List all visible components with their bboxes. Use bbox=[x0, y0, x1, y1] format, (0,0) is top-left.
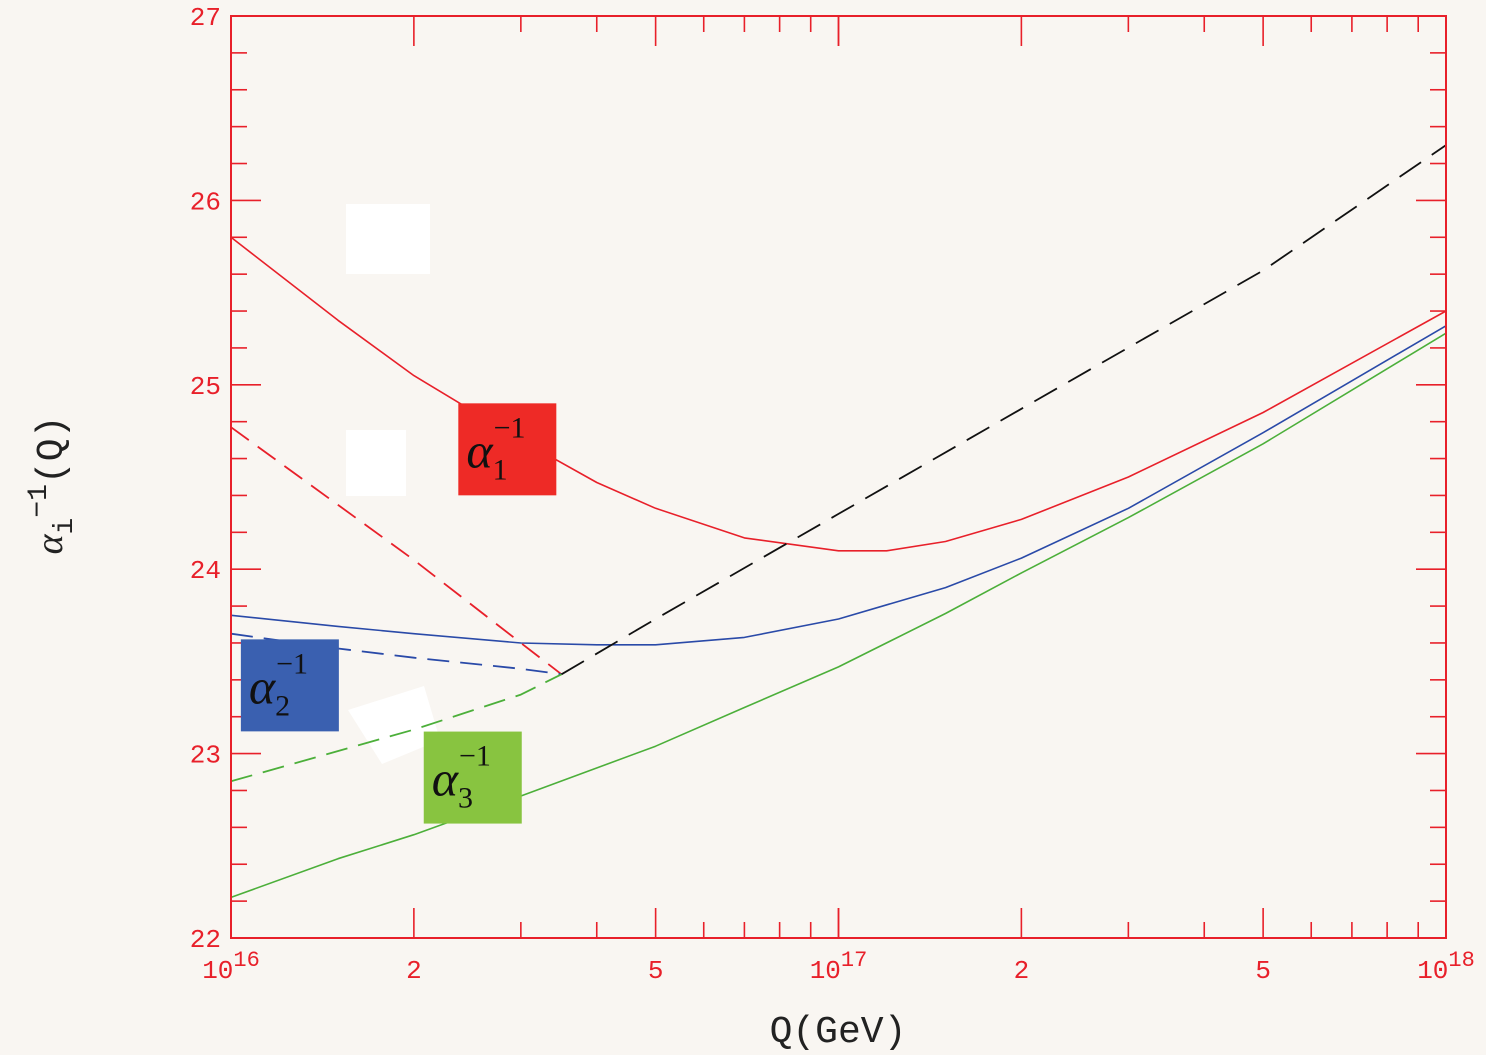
alpha3-box-bg bbox=[423, 731, 522, 824]
series-alpha3 bbox=[230, 332, 1447, 899]
y-tick-label: 25 bbox=[190, 372, 221, 402]
series-unified-dashed bbox=[561, 144, 1447, 676]
x-tick-label: 2 bbox=[1014, 956, 1030, 986]
series-alpha3-dashed bbox=[230, 673, 562, 783]
alpha2-box-bg bbox=[240, 639, 339, 732]
blank-patch bbox=[348, 686, 440, 764]
x-tick-label: 1016 bbox=[202, 948, 260, 986]
x-tick-label: 2 bbox=[406, 956, 422, 986]
blank-patch bbox=[346, 204, 430, 274]
series-alpha1 bbox=[230, 236, 1447, 552]
y-axis-title: αi−1(Q) bbox=[24, 416, 81, 555]
y-tick-label: 26 bbox=[190, 187, 221, 217]
alpha3-box-label: α3−1 bbox=[432, 740, 491, 815]
svg-text:αi−1(Q): αi−1(Q) bbox=[24, 416, 81, 555]
y-tick-label: 24 bbox=[190, 556, 221, 586]
y-tick-label: 22 bbox=[190, 925, 221, 955]
x-axis-title: Q(GeV) bbox=[770, 1011, 907, 1054]
alpha2-box: α2−1 bbox=[240, 639, 339, 732]
alpha3-box: α3−1 bbox=[423, 731, 522, 824]
y-tick-label: 27 bbox=[190, 3, 221, 33]
alpha1-box-label: α1−1 bbox=[466, 411, 525, 486]
x-tick-label: 1018 bbox=[1417, 948, 1475, 986]
alpha1-box: α1−1 bbox=[458, 403, 557, 496]
y-axis-title-sup: −1 bbox=[24, 484, 55, 518]
x-tick-label: 1017 bbox=[810, 948, 868, 986]
alpha2-box-label: α2−1 bbox=[249, 647, 308, 722]
series-alpha2 bbox=[230, 325, 1447, 646]
y-axis-title-sub: i bbox=[50, 518, 81, 535]
blank-patch bbox=[346, 430, 406, 496]
y-axis-title-symbol: α bbox=[29, 533, 71, 554]
series-alpha1-dashed bbox=[230, 426, 563, 676]
x-tick-label: 5 bbox=[1255, 956, 1271, 986]
y-axis-title-rest: (Q) bbox=[31, 416, 74, 484]
y-tick-label: 23 bbox=[190, 741, 221, 771]
x-tick-label: 5 bbox=[648, 956, 664, 986]
annotations: α1−1 α2−1 α3−1 bbox=[240, 403, 557, 824]
alpha1-box-bg bbox=[458, 403, 557, 496]
